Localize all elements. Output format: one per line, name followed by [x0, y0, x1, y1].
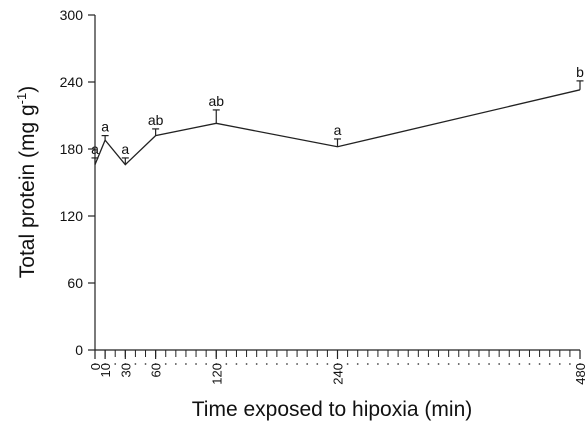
x-tick-label: 0 [88, 363, 103, 370]
x-minor-dot [94, 363, 96, 365]
y-axis-title: Total protein (mg g-1) [14, 86, 39, 278]
significance-label: a [334, 122, 342, 138]
x-minor-dot [366, 363, 369, 365]
x-minor-dot [457, 363, 460, 365]
significance-label: ab [148, 112, 164, 128]
y-axis: 0 60 120 180 240 300 [60, 7, 96, 358]
x-minor-dot [215, 363, 218, 365]
significance-label: b [576, 64, 584, 80]
x-minor-dot [387, 363, 389, 365]
x-tick-label: 240 [331, 363, 346, 385]
y-tick-label: 300 [60, 7, 84, 23]
x-minor-dot [498, 363, 501, 365]
x-minor-dot [528, 363, 531, 365]
y-tick-label: 120 [60, 208, 84, 224]
x-minor-dot [447, 363, 450, 365]
significance-label: a [101, 119, 109, 135]
y-axis-title-close: ) [16, 86, 39, 93]
x-minor-dot [255, 363, 258, 365]
x-minor-dot [296, 363, 298, 365]
y-tick-label: 240 [60, 74, 84, 90]
x-minor-dot [417, 363, 420, 365]
y-axis-title-superscript: -1 [14, 93, 29, 105]
x-minor-dot [488, 363, 490, 365]
x-minor-dot [508, 363, 511, 365]
x-minor-dot [558, 363, 561, 365]
x-minor-dot [346, 363, 349, 365]
y-tick-label: 180 [60, 141, 84, 157]
x-minor-dot [286, 363, 288, 365]
x-tick-label: 30 [118, 363, 133, 377]
x-minor-dot [579, 363, 581, 365]
x-minor-dot [568, 363, 571, 365]
x-minor-dot [225, 363, 228, 365]
x-axis: 010 30 60 120 240 480 [88, 349, 586, 385]
x-tick-label: 60 [149, 363, 164, 377]
x-tick-label: 10 [98, 363, 113, 377]
x-minor-dot [104, 363, 107, 365]
x-minor-dot [306, 363, 309, 365]
x-minor-dot [124, 363, 127, 365]
y-axis-title-text: Total protein (mg g [16, 104, 39, 278]
x-minor-dot [114, 363, 117, 365]
x-minor-dot [134, 363, 137, 365]
x-minor-dot [316, 363, 319, 365]
x-minor-dot [185, 363, 187, 365]
significance-label: ab [208, 93, 224, 109]
x-minor-dot [265, 363, 268, 365]
x-minor-dot [154, 363, 157, 365]
x-minor-dot [326, 363, 329, 365]
y-tick-label: 0 [75, 342, 83, 358]
x-minor-dot [397, 363, 400, 365]
x-minor-dot [548, 363, 551, 365]
x-minor-dot [275, 363, 278, 365]
x-minor-dot [407, 363, 410, 365]
x-minor-dot [164, 363, 167, 365]
x-minor-dot [467, 363, 470, 365]
significance-label: a [121, 141, 129, 157]
y-tick-label: 60 [67, 275, 83, 291]
x-minor-dot [205, 363, 208, 365]
x-minor-dot [235, 363, 238, 365]
x-minor-dot [478, 363, 480, 365]
x-minor-dot [377, 363, 379, 365]
x-minor-dot [437, 363, 440, 365]
x-tick-label: 480 [573, 363, 586, 385]
x-tick-label: 120 [209, 363, 224, 385]
x-minor-dot [174, 363, 177, 365]
x-minor-dot [518, 363, 521, 365]
x-axis-title: Time exposed to hipoxia (min) [192, 398, 473, 421]
x-minor-dot [356, 363, 359, 365]
x-minor-dot [245, 363, 248, 365]
x-minor-dot [538, 363, 541, 365]
x-minor-dot [427, 363, 430, 365]
x-minor-dot [195, 363, 197, 365]
x-minor-dot [336, 363, 339, 365]
x-minor-dot [144, 363, 147, 365]
significance-label: a [91, 141, 99, 157]
